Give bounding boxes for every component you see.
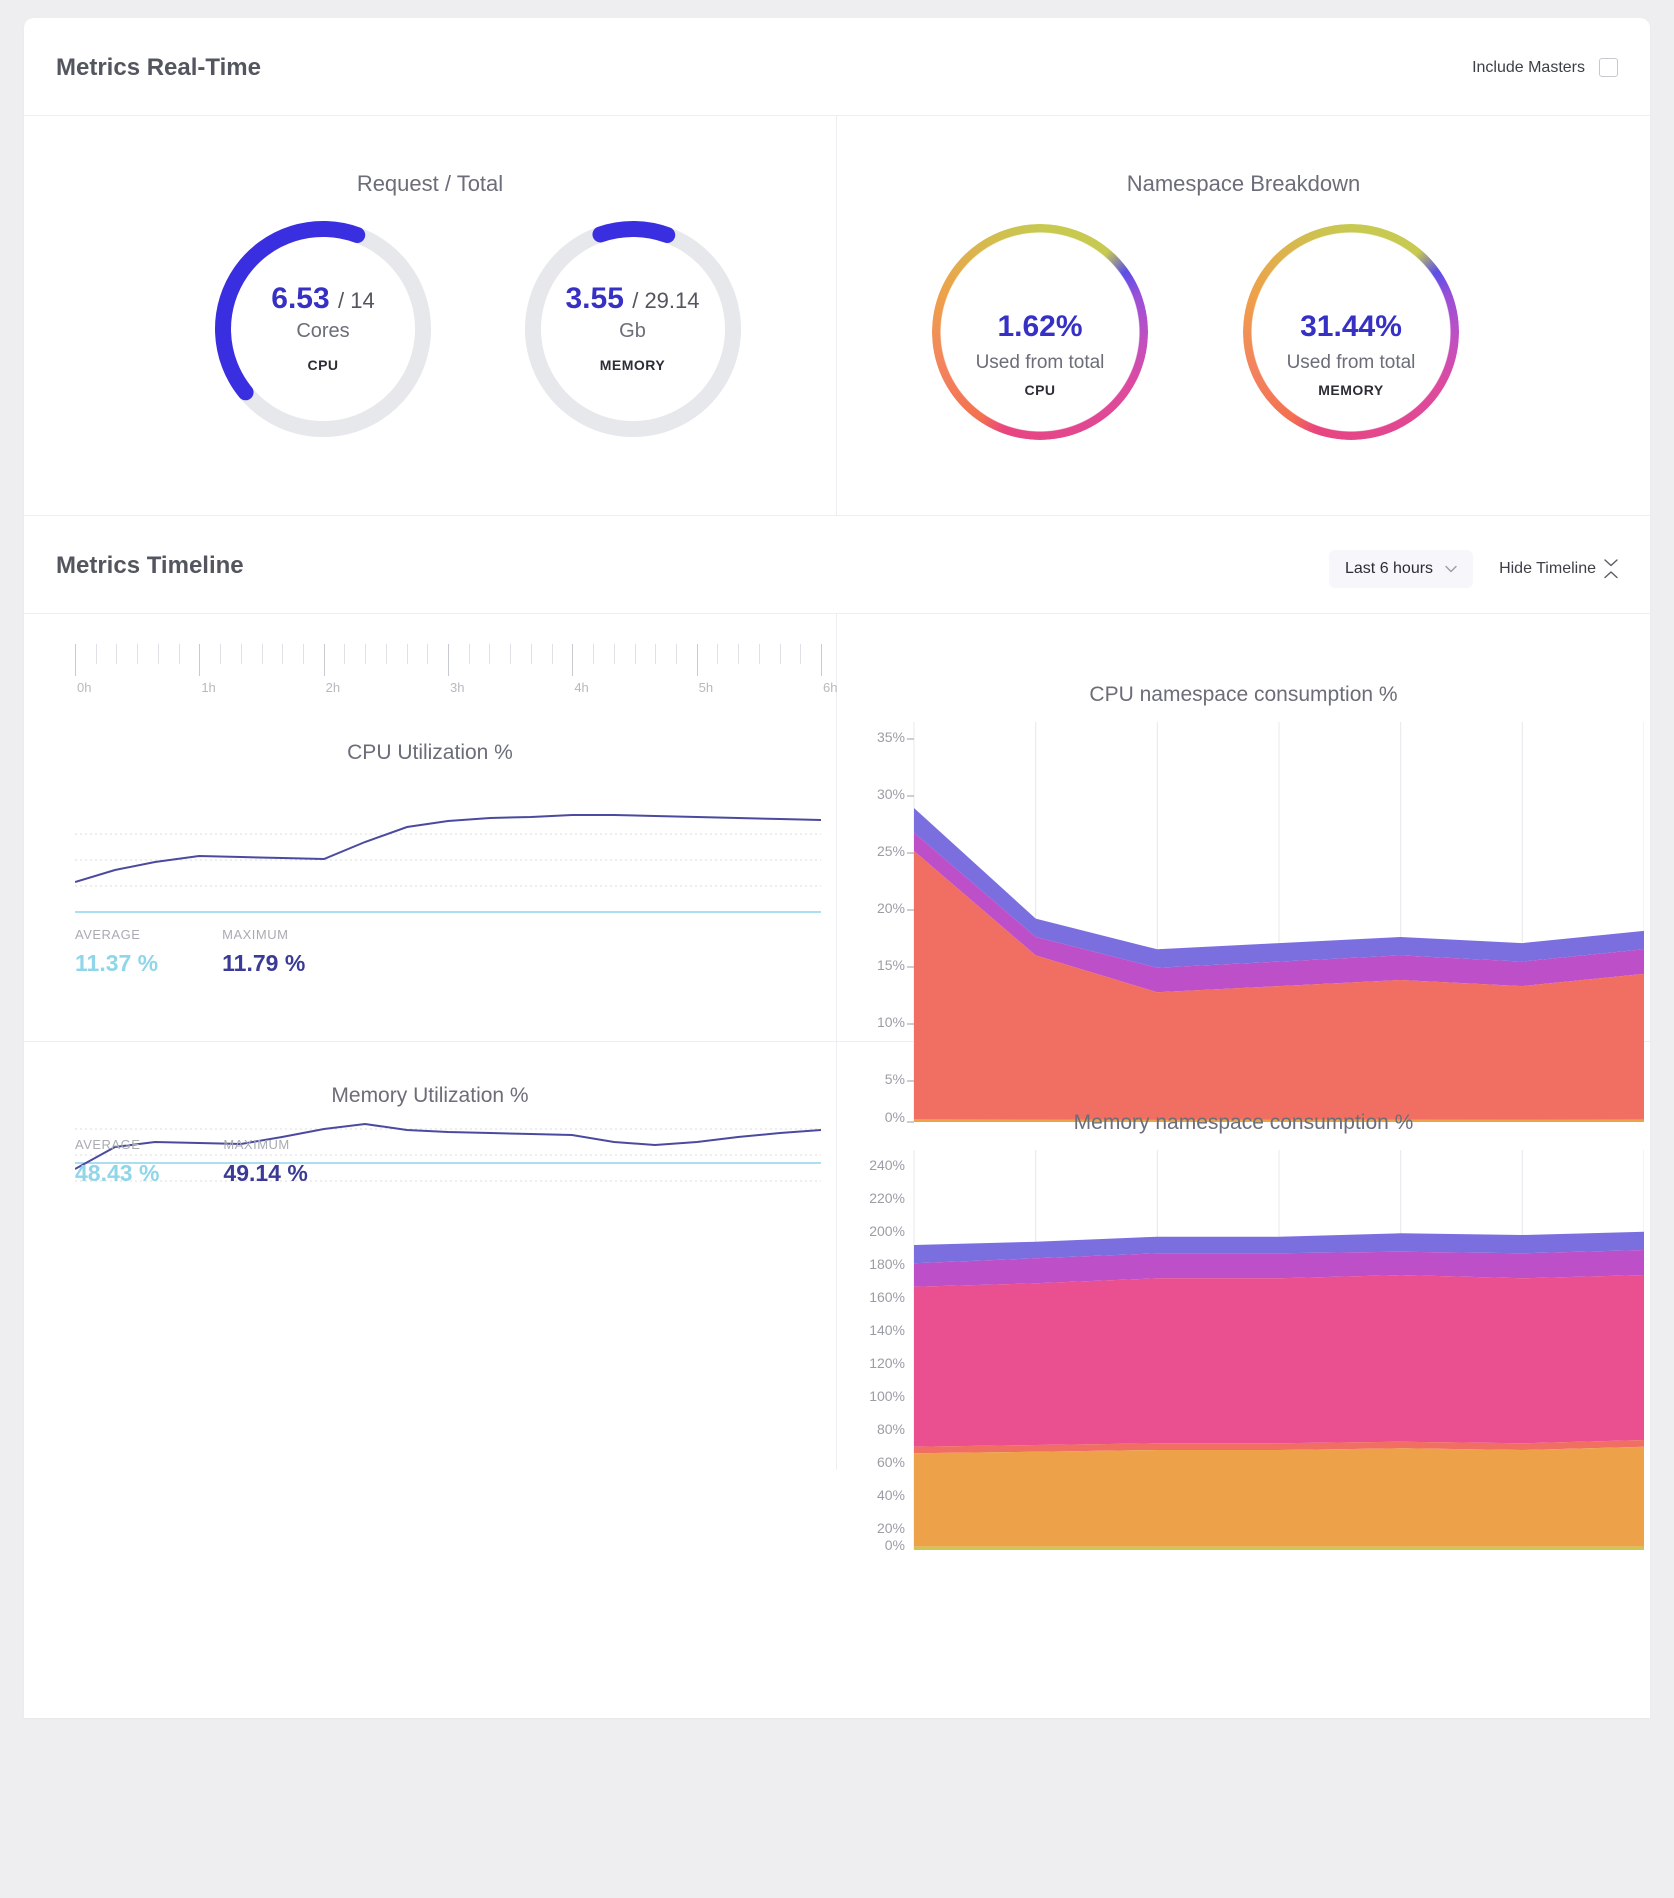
- svg-text:15%: 15%: [877, 957, 905, 973]
- svg-text:200%: 200%: [869, 1223, 905, 1239]
- svg-text:35%: 35%: [877, 729, 905, 745]
- svg-text:25%: 25%: [877, 843, 905, 859]
- svg-text:240%: 240%: [869, 1157, 905, 1173]
- svg-text:120%: 120%: [869, 1355, 905, 1371]
- svg-text:20%: 20%: [877, 1520, 905, 1536]
- svg-text:140%: 140%: [869, 1322, 905, 1338]
- svg-text:180%: 180%: [869, 1256, 905, 1272]
- svg-text:100%: 100%: [869, 1388, 905, 1404]
- svg-text:60%: 60%: [877, 1454, 905, 1470]
- svg-text:220%: 220%: [869, 1190, 905, 1206]
- svg-text:40%: 40%: [877, 1487, 905, 1503]
- svg-text:20%: 20%: [877, 900, 905, 916]
- svg-text:160%: 160%: [869, 1289, 905, 1305]
- svg-text:30%: 30%: [877, 786, 905, 802]
- svg-text:0%: 0%: [885, 1537, 905, 1553]
- svg-text:80%: 80%: [877, 1421, 905, 1437]
- svg-text:10%: 10%: [877, 1014, 905, 1030]
